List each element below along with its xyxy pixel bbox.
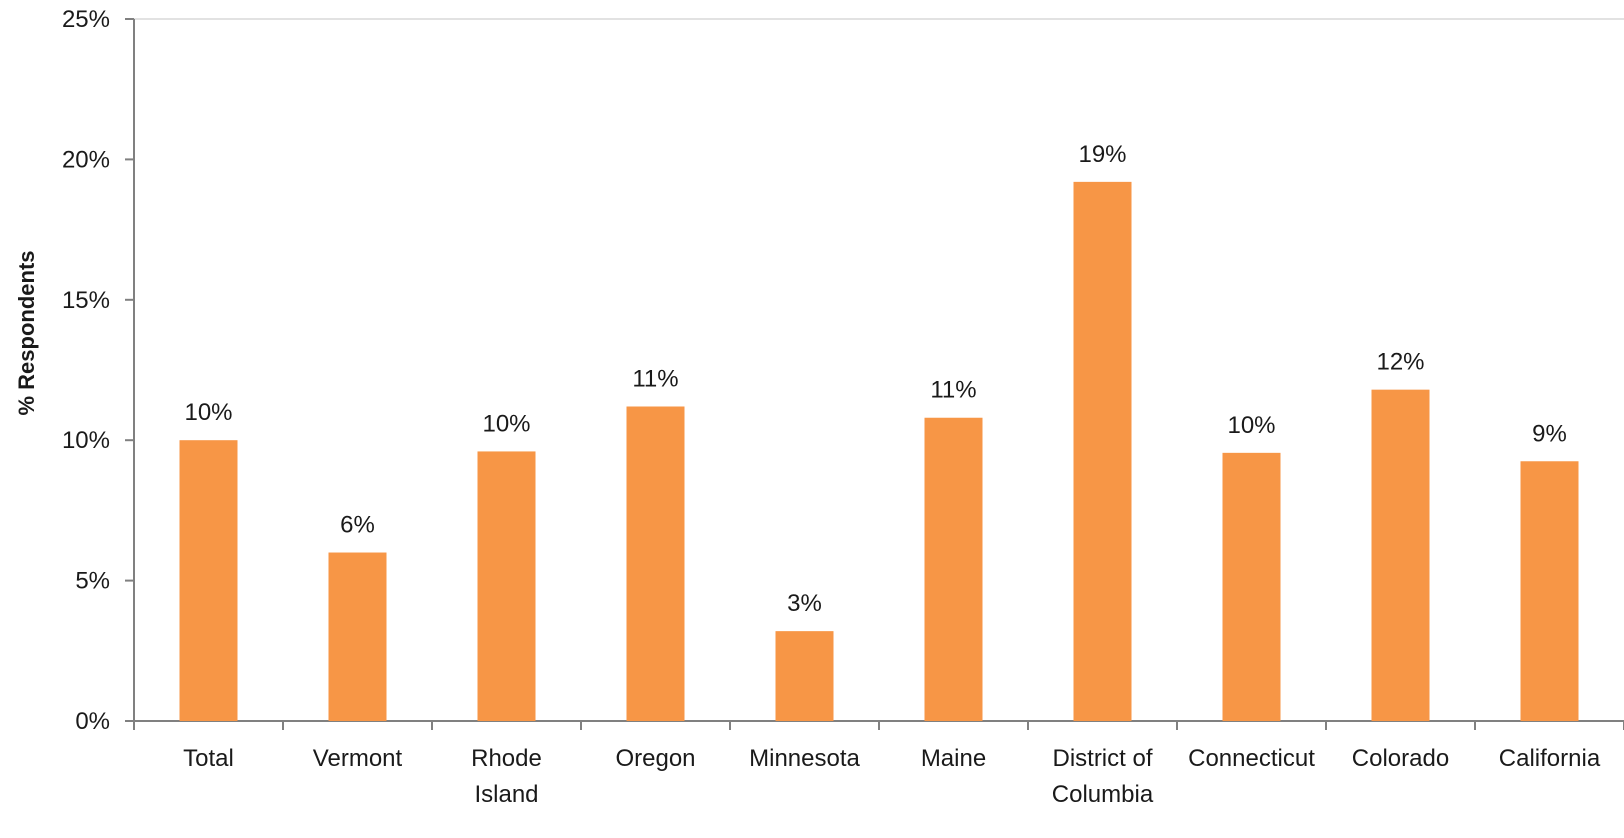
data-label: 11%	[632, 366, 678, 393]
data-label: 10%	[482, 410, 530, 437]
y-tick-label: 5%	[75, 568, 110, 595]
bar	[1073, 181, 1132, 721]
data-label: 19%	[1078, 141, 1126, 168]
x-tick-label: Oregon	[615, 745, 695, 772]
y-axis-ticks: 0% 5% 10% 15% 20% 25%	[62, 6, 134, 735]
data-label: 12%	[1376, 349, 1424, 376]
bar	[328, 552, 387, 721]
data-label: 6%	[340, 512, 375, 539]
y-tick-label: 20%	[62, 146, 110, 173]
x-axis-ticks: Total Vermont Rhode Island Oregon Minnesota Ma…	[133, 721, 1624, 808]
x-tick-label: Minnesota	[749, 745, 860, 772]
bar	[477, 451, 536, 721]
bar	[1520, 461, 1579, 721]
bars-group: 10% 6% 10% 11% 3% 11% 19% 10% 12% 9%	[179, 141, 1579, 721]
data-label: 10%	[184, 399, 232, 426]
x-tick-label: Colorado	[1352, 745, 1449, 772]
y-tick-label: 25%	[62, 6, 110, 33]
bar	[626, 406, 685, 721]
bar	[775, 631, 834, 721]
x-tick-label: California	[1499, 745, 1601, 772]
x-tick-label: District of Columbia	[1052, 745, 1154, 808]
y-tick-label: 10%	[62, 427, 110, 454]
bar	[1222, 452, 1281, 721]
bar	[924, 417, 983, 721]
x-tick-label: Vermont	[313, 745, 403, 772]
data-label: 11%	[930, 377, 976, 404]
data-label: 3%	[787, 590, 822, 617]
bar	[1371, 389, 1430, 721]
y-tick-label: 0%	[75, 708, 110, 735]
data-label: 10%	[1227, 412, 1275, 439]
y-axis-title: % Respondents	[14, 250, 39, 415]
x-tick-label: Rhode Island	[471, 745, 542, 808]
x-tick-label: Total	[183, 745, 234, 772]
data-label: 9%	[1532, 420, 1567, 447]
bar	[179, 440, 238, 721]
y-tick-label: 15%	[62, 287, 110, 314]
x-tick-label: Maine	[921, 745, 986, 772]
x-tick-label: Connecticut	[1188, 745, 1315, 772]
